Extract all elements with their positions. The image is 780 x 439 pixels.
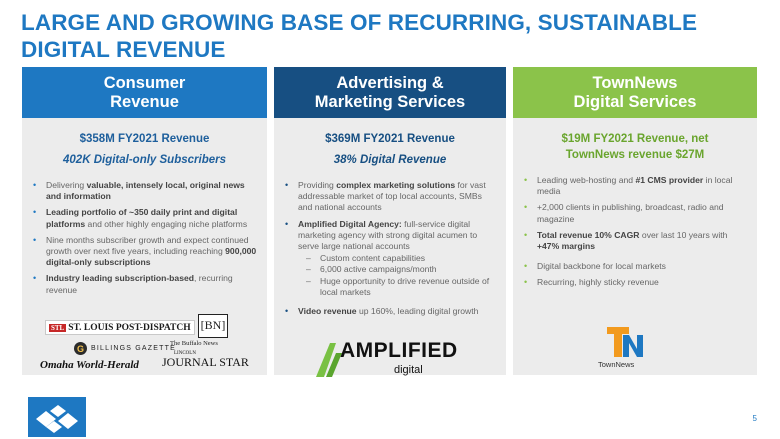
advertising-revenue-figure: $369M FY2021 Revenue [325,133,455,145]
list-item: • Nine months subscriber growth and expec… [33,234,257,268]
amplified-sub-list: – Custom content capabilities –6,000 acti… [298,253,496,298]
lincoln-journal-star-logo: LINCOLN JOURNAL STAR [162,351,249,369]
consumer-subscribers: 402K Digital-only Subscribers [63,154,226,166]
consumer-header-line2: Revenue [110,92,179,111]
list-item: • Delivering valuable, intensely local, o… [33,180,245,202]
advertising-marketing-header: Advertising & Marketing Services [274,67,506,118]
advertising-bullet-list: • Providing complex marketing solutions f… [274,180,506,317]
townnews-header-line1: TownNews [592,73,678,92]
list-item: • Industry leading subscription-based, re… [33,273,233,295]
list-item: • Video revenue up 160%, leading digital … [285,306,479,317]
townnews-bullet-list: • Leading web-hosting and #1 CMS provider… [513,175,757,289]
list-item: • Total revenue 10% CAGR over last 10 yea… [524,229,728,252]
bn-logo: [BN] [198,314,228,338]
consumer-bullet-list: • Delivering valuable, intensely local, o… [22,180,267,296]
slide-title-line2: DIGITAL REVENUE [21,37,226,62]
st-louis-post-dispatch-logo: STL ST. LOUIS POST-DISPATCH [45,320,195,335]
consumer-revenue-figure: $358M FY2021 Revenue [79,133,210,145]
advertising-header-line2: Marketing Services [314,92,466,111]
list-item: • Leading portfolio of ~350 daily print a… [33,207,248,229]
townnews-revenue-figure: $19M FY2021 Revenue, net [561,133,709,145]
sub-list-item: – Huge opportunity to drive revenue outsi… [306,275,490,297]
billings-g-icon: G [74,342,87,355]
sub-list-item: –6,000 active campaigns/month [306,264,437,275]
amplified-word: AMPLIFIED [340,339,458,362]
advertising-header-line1: Advertising & [336,73,444,92]
page-number: 5 [752,414,757,423]
advertising-digital-share: 38% Digital Revenue [333,154,447,166]
list-item: • Recurring, highly sticky revenue [524,277,659,288]
advertising-marketing-panel: $369M FY2021 Revenue 38% Digital Revenue… [274,118,506,375]
buffalo-news-logo: The Buffalo News [170,340,218,347]
omaha-world-herald-logo: Omaha World-Herald [40,359,139,371]
amplified-chevron-icon [316,343,342,377]
consumer-revenue-panel: $358M FY2021 Revenue 402K Digital-only S… [22,118,267,375]
list-item: • Amplified Digital Agency: full-service … [284,219,496,298]
lee-mark-icon [36,405,78,433]
list-item: • Leading web-hosting and #1 CMS provider… [524,175,733,197]
townnews-tn-icon [607,327,643,357]
list-item: • +2,000 clients in publishing, broadcast… [524,202,724,224]
townnews-revenue-figure-2: TownNews revenue $27M [565,149,705,161]
slide-title: LARGE AND GROWING BASE OF RECURRING, SUS… [21,9,741,63]
billings-gazette-logo: G BILLINGS GAZETTE [74,342,176,355]
sub-list-item: – Custom content capabilities [306,253,426,264]
townnews-header: TownNews Digital Services [513,67,757,118]
townnews-wordmark: TownNews [598,360,635,369]
consumer-revenue-header: Consumer Revenue [22,67,267,118]
amplified-sub: digital [394,364,423,376]
list-item: • Providing complex marketing solutions f… [285,180,486,213]
company-logo [28,397,86,437]
list-item: • Digital backbone for local markets [524,261,666,272]
slide-title-line1: LARGE AND GROWING BASE OF RECURRING, SUS… [21,10,698,35]
townnews-panel: $19M FY2021 Revenue, net TownNews revenu… [513,118,757,375]
amplified-digital-logo: AMPLIFIED digital [316,339,457,385]
townnews-header-line2: Digital Services [573,92,697,111]
consumer-header-line1: Consumer [103,73,186,92]
